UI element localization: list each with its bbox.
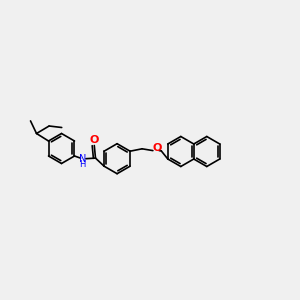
Text: H: H (80, 160, 86, 169)
Text: O: O (152, 143, 162, 154)
Text: O: O (90, 135, 99, 145)
Text: N: N (79, 154, 86, 164)
